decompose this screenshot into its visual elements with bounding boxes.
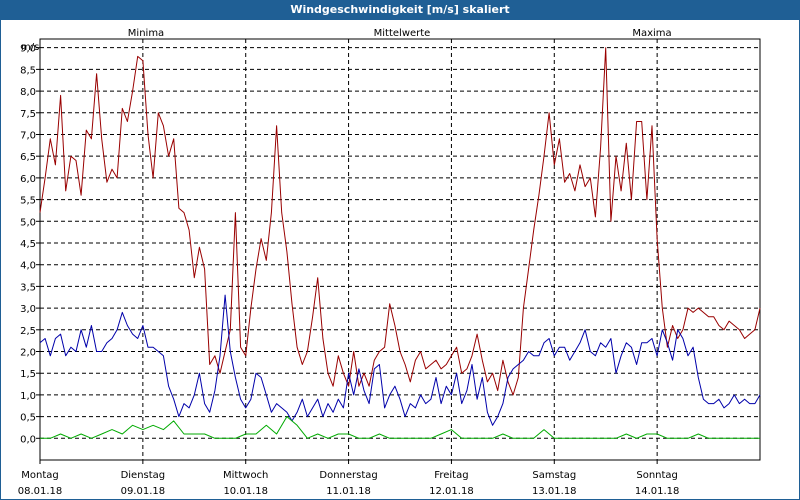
y-axis-label: m/s <box>21 42 39 53</box>
y-tick-label: 1,0 <box>20 391 36 402</box>
legend-mittelwerte: Mittelwerte <box>374 28 431 39</box>
x-tick-day: Sonntag <box>636 470 678 481</box>
y-tick-label: 3,0 <box>20 304 36 315</box>
y-tick-label: 0,0 <box>20 434 36 445</box>
y-tick-label: 8,0 <box>20 87 36 98</box>
x-tick-date: 14.01.18 <box>635 486 680 497</box>
plot-area <box>39 38 761 461</box>
y-tick-label: 6,5 <box>20 152 36 163</box>
y-tick-label: 3,5 <box>20 282 36 293</box>
x-tick-date: 08.01.18 <box>18 486 63 497</box>
series-line-min <box>40 416 760 439</box>
y-tick-label: 8,5 <box>20 65 36 76</box>
x-tick-day: Donnerstag <box>319 470 377 481</box>
x-tick-date: 09.01.18 <box>121 486 166 497</box>
series-line-max <box>39 47 761 396</box>
window-title: Windgeschwindigkeit [m/s] skaliert <box>0 0 800 20</box>
x-tick-day: Dienstag <box>121 470 166 481</box>
y-tick-label: 5,5 <box>20 196 36 207</box>
y-tick-label: 6,0 <box>20 174 36 185</box>
x-tick-day: Montag <box>21 470 58 481</box>
x-tick-day: Samstag <box>532 470 576 481</box>
y-tick-label: 0,5 <box>20 413 36 424</box>
y-tick-label: 9,0 <box>20 44 36 55</box>
y-tick-label: 2,5 <box>20 326 36 337</box>
x-tick-day: Mittwoch <box>223 470 268 481</box>
y-tick-label: 7,5 <box>20 109 36 120</box>
y-tick-label: 5,0 <box>20 217 36 228</box>
y-tick-label: 1,5 <box>20 369 36 380</box>
y-tick-label: 4,0 <box>20 261 36 272</box>
grid-lines <box>40 39 760 460</box>
x-tick-date: 11.01.18 <box>326 486 371 497</box>
legend-maxima: Maxima <box>632 28 671 39</box>
legend-minima: Minima <box>128 28 164 39</box>
y-tick-label: 4,5 <box>20 239 36 250</box>
x-axis-days: Montag 08.01.18 Dienstag 09.01.18 Mittwoch 10… <box>18 460 680 497</box>
series-line-mean <box>39 294 761 426</box>
series-lines <box>39 47 761 439</box>
x-tick-date: 12.01.18 <box>429 486 474 497</box>
y-tick-label: 2,0 <box>20 347 36 358</box>
x-tick-day: Freitag <box>434 470 468 481</box>
y-axis-ticks: 0,0 0,5 1,0 1,5 2,0 2,5 3,0 3,5 4,0 4,5 5,0 5,5 6,0 6… <box>20 44 40 445</box>
y-tick-label: 7,0 <box>20 130 36 141</box>
x-tick-date: 10.01.18 <box>223 486 268 497</box>
x-tick-date: 13.01.18 <box>532 486 577 497</box>
